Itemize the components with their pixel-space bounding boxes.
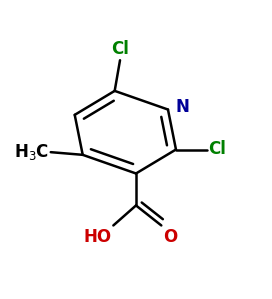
- Text: H$_3$C: H$_3$C: [14, 142, 50, 162]
- Text: N: N: [175, 98, 189, 116]
- Text: Cl: Cl: [208, 141, 226, 158]
- Text: HO: HO: [84, 228, 112, 246]
- Text: Cl: Cl: [111, 39, 129, 58]
- Text: O: O: [163, 228, 177, 246]
